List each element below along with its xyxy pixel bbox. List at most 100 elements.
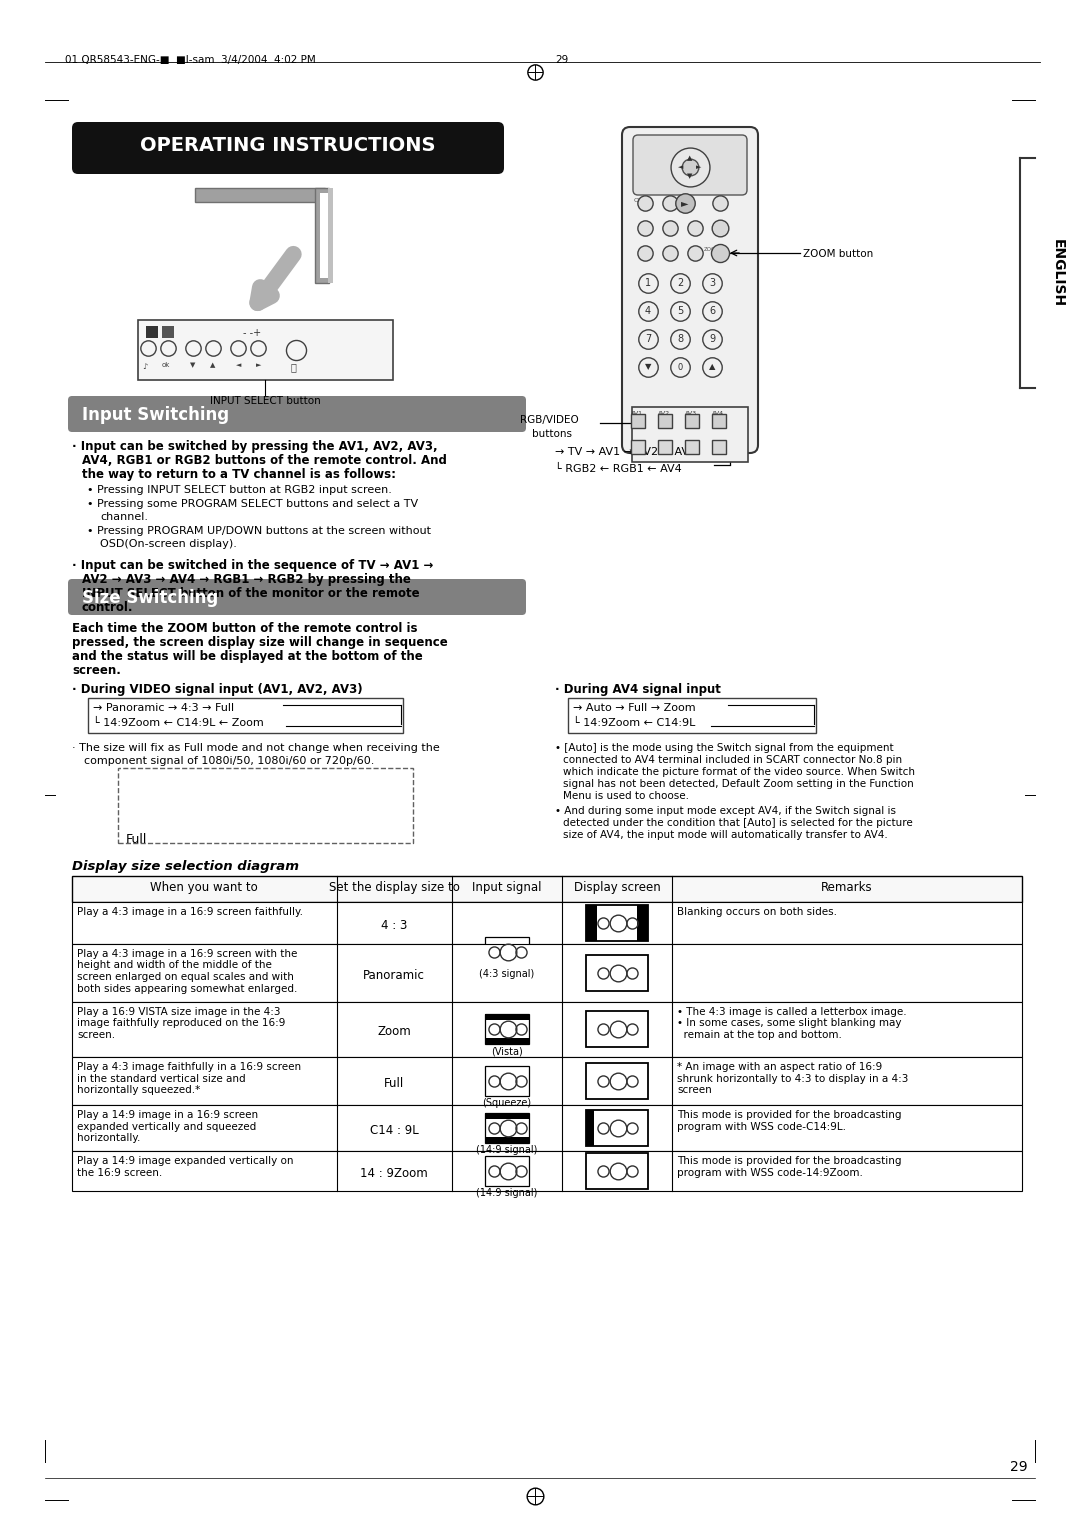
Text: C14 : 9L: C14 : 9L [369, 1125, 418, 1137]
Text: This mode is provided for the broadcasting: This mode is provided for the broadcasti… [677, 1157, 902, 1166]
Text: Zoom: Zoom [377, 1025, 410, 1038]
Bar [485, 1112, 529, 1143]
Text: AV2 → AV3 → AV4 → RGB1 → RGB2 by pressing the: AV2 → AV3 → AV4 → RGB1 → RGB2 by pressin… [82, 573, 410, 587]
Text: AV4: AV4 [712, 411, 724, 416]
Bar [485, 1015, 529, 1044]
Text: (14:9 signal): (14:9 signal) [476, 1144, 538, 1155]
Text: 29: 29 [1010, 1459, 1028, 1475]
Text: • The 4:3 image is called a letterbox image.: • The 4:3 image is called a letterbox im… [677, 1007, 906, 1018]
Text: ZOOM button: ZOOM button [804, 249, 874, 260]
Text: ⏻: ⏻ [291, 362, 297, 371]
Text: height and width of the middle of the: height and width of the middle of the [77, 961, 272, 970]
Text: image faithfully reproduced on the 16:9: image faithfully reproduced on the 16:9 [77, 1019, 285, 1028]
Text: ♪: ♪ [141, 362, 147, 371]
Bar [485, 1157, 529, 1186]
FancyBboxPatch shape [622, 127, 758, 452]
Bar [586, 1012, 648, 1047]
Text: the 16:9 screen.: the 16:9 screen. [77, 1167, 162, 1178]
Bar [586, 1154, 648, 1189]
Text: · Input can be switched in the sequence of TV → AV1 →: · Input can be switched in the sequence … [72, 559, 433, 571]
Text: This mode is provided for the broadcasting: This mode is provided for the broadcasti… [677, 1109, 902, 1120]
Text: size of AV4, the input mode will automatically transfer to AV4.: size of AV4, the input mode will automat… [563, 830, 888, 840]
Text: buttons: buttons [532, 429, 572, 439]
Bar [138, 319, 393, 380]
Text: → TV → AV1 → AV2 → AV3: → TV → AV1 → AV2 → AV3 [555, 448, 696, 457]
Text: 14 : 9Zoom: 14 : 9Zoom [360, 1167, 428, 1180]
Bar [328, 188, 333, 283]
Bar [586, 905, 648, 941]
Bar [118, 769, 413, 843]
Text: screen.: screen. [77, 1030, 116, 1041]
Text: (4:3 signal): (4:3 signal) [480, 969, 535, 979]
Bar [162, 325, 174, 338]
Text: pressed, the screen display size will change in sequence: pressed, the screen display size will ch… [72, 636, 448, 649]
Bar [637, 905, 648, 941]
Text: Display size selection diagram: Display size selection diagram [72, 860, 299, 872]
Text: • And during some input mode except AV4, if the Switch signal is: • And during some input mode except AV4,… [555, 805, 896, 816]
Text: ENGLISH: ENGLISH [1051, 238, 1065, 307]
Text: ▼: ▼ [645, 362, 651, 371]
Text: Size Switching: Size Switching [82, 588, 218, 607]
Bar [72, 1105, 1022, 1151]
FancyBboxPatch shape [72, 122, 504, 174]
Bar [72, 876, 1022, 902]
Text: in the standard vertical size and: in the standard vertical size and [77, 1074, 245, 1083]
Bar [586, 955, 648, 992]
Bar [320, 193, 328, 278]
Bar [485, 1038, 529, 1044]
Text: OI: OI [634, 199, 640, 203]
Text: · Input can be switched by pressing the AV1, AV2, AV3,: · Input can be switched by pressing the … [72, 440, 437, 452]
Text: → Auto → Full → Zoom: → Auto → Full → Zoom [573, 703, 696, 714]
Bar [87, 698, 403, 733]
Text: OSD(On-screen display).: OSD(On-screen display). [100, 539, 237, 549]
Bar [485, 1112, 529, 1118]
Text: Input signal: Input signal [472, 882, 542, 894]
Text: 7: 7 [645, 335, 651, 344]
Text: the way to return to a TV channel is as follows:: the way to return to a TV channel is as … [82, 468, 396, 481]
Text: Play a 4:3 image in a 16:9 screen with the: Play a 4:3 image in a 16:9 screen with t… [77, 949, 297, 960]
Text: 1: 1 [645, 278, 651, 287]
Text: 9: 9 [708, 335, 715, 344]
Text: Play a 4:3 image faithfully in a 16:9 screen: Play a 4:3 image faithfully in a 16:9 sc… [77, 1062, 301, 1073]
Text: · The size will fix as Full mode and not change when receiving the: · The size will fix as Full mode and not… [72, 743, 440, 753]
Bar [485, 937, 529, 967]
Text: AV4, RGB1 or RGB2 buttons of the remote control. And: AV4, RGB1 or RGB2 buttons of the remote … [82, 454, 447, 468]
Text: ▲: ▲ [708, 362, 715, 371]
Text: Full: Full [383, 1077, 404, 1089]
Text: Play a 4:3 image in a 16:9 screen faithfully.: Play a 4:3 image in a 16:9 screen faithf… [77, 908, 303, 917]
Text: ◄: ◄ [237, 362, 241, 368]
Text: · During AV4 signal input: · During AV4 signal input [555, 683, 720, 695]
Bar [72, 944, 1022, 1002]
Text: 0: 0 [677, 362, 683, 371]
Text: P-: P- [685, 180, 691, 186]
Text: screen enlarged on equal scales and with: screen enlarged on equal scales and with [77, 972, 294, 983]
Text: Display screen: Display screen [573, 882, 660, 894]
Text: ◄: ◄ [678, 163, 684, 170]
Text: (14:9 signal): (14:9 signal) [476, 1187, 538, 1198]
Bar [632, 406, 748, 461]
Bar [72, 902, 1022, 944]
Text: horizontally.: horizontally. [77, 1132, 140, 1143]
Text: INPUT SELECT button of the monitor or the remote: INPUT SELECT button of the monitor or th… [82, 587, 420, 601]
Text: Remarks: Remarks [821, 882, 873, 894]
Bar [485, 1015, 529, 1021]
Bar [586, 905, 597, 941]
Text: expanded vertically and squeezed: expanded vertically and squeezed [77, 1122, 256, 1132]
Text: · During VIDEO signal input (AV1, AV2, AV3): · During VIDEO signal input (AV1, AV2, A… [72, 683, 363, 695]
Text: 8: 8 [677, 335, 683, 344]
Text: • [Auto] is the mode using the Switch signal from the equipment: • [Auto] is the mode using the Switch si… [555, 743, 893, 753]
Text: signal has not been detected, Default Zoom setting in the Function: signal has not been detected, Default Zo… [563, 779, 914, 788]
Text: (Squeeze): (Squeeze) [483, 1099, 531, 1108]
Text: (Vista): (Vista) [491, 1047, 523, 1056]
Text: detected under the condition that [Auto] is selected for the picture: detected under the condition that [Auto]… [563, 817, 913, 828]
Bar [485, 1137, 529, 1143]
Text: 5: 5 [677, 306, 684, 316]
Bar [586, 1109, 594, 1146]
Text: 3: 3 [708, 278, 715, 287]
Text: channel.: channel. [100, 512, 148, 523]
Text: P+: P+ [683, 151, 693, 157]
Text: ►: ► [697, 163, 702, 170]
Text: ▲: ▲ [687, 154, 692, 160]
Text: connected to AV4 terminal included in SCART connector No.8 pin: connected to AV4 terminal included in SC… [563, 755, 902, 766]
Text: INPUT SELECT button: INPUT SELECT button [210, 396, 321, 406]
